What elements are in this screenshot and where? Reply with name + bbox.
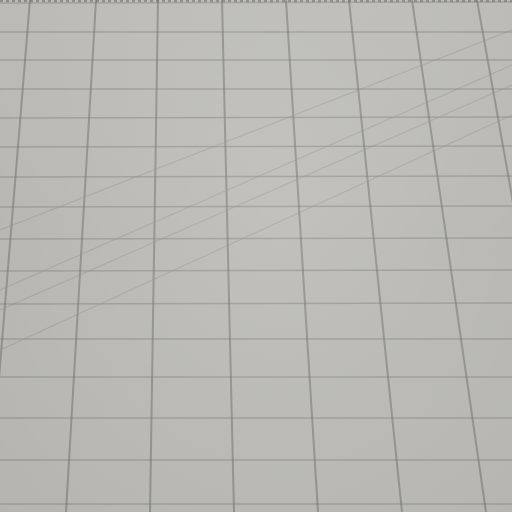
horizontal-gridline — [0, 302, 512, 305]
horizontal-gridline — [0, 205, 512, 208]
horizontal-gridline — [0, 269, 512, 272]
horizontal-gridline — [0, 237, 512, 240]
vertical-gridline — [285, 0, 319, 512]
diagonal-line — [0, 29, 512, 231]
horizontal-gridline — [0, 145, 512, 148]
horizontal-gridline — [0, 116, 512, 119]
vertical-gridline — [476, 0, 512, 203]
vertical-gridline — [348, 0, 403, 512]
diagonal-lines — [0, 29, 512, 351]
vertical-gridline — [149, 0, 159, 512]
diagonal-line — [0, 64, 512, 291]
diagonal-line — [0, 114, 512, 351]
vertical-gridline — [221, 0, 235, 512]
vertical-gridline — [0, 0, 31, 378]
horizontal-gridline — [0, 1, 512, 4]
diagonal-line — [0, 84, 512, 311]
vertical-gridline — [411, 0, 487, 512]
vertical-gridline — [65, 0, 97, 512]
